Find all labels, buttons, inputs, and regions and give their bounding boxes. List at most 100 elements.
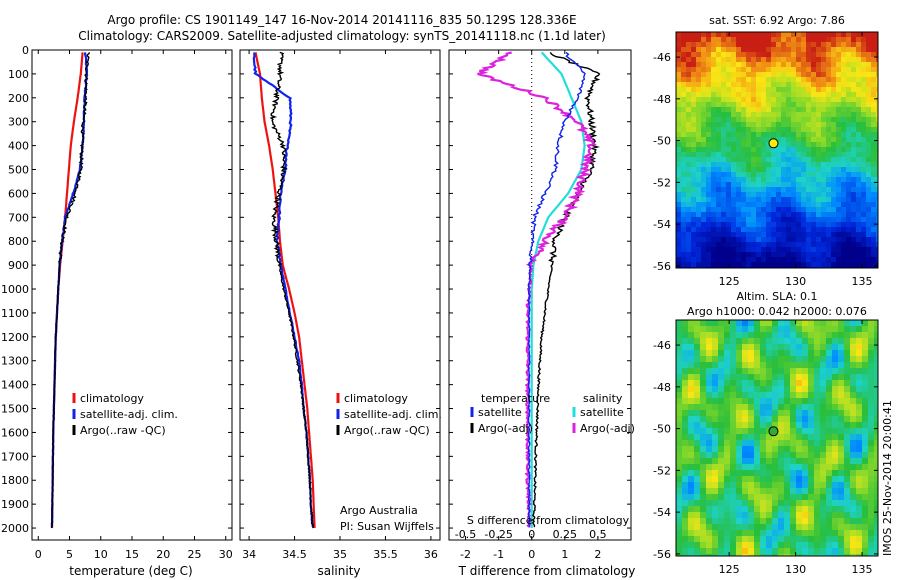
sla-map-cell: [850, 500, 857, 507]
sst-map-cell: [806, 57, 812, 63]
sla-map-cell: [772, 470, 779, 477]
sst-map-cell: [716, 257, 722, 263]
sst-map-cell: [766, 172, 772, 178]
sst-map-cell: [856, 67, 862, 73]
sst-map-cell: [726, 57, 732, 63]
sst-map-cell: [701, 147, 707, 153]
sla-map-cell: [838, 356, 845, 363]
sla-map-cell: [838, 530, 845, 537]
sla-map-cell: [688, 518, 695, 525]
sst-map-cell: [726, 92, 732, 98]
sst-map-cell: [686, 182, 692, 188]
sst-map-cell: [771, 222, 777, 228]
sla-map-cell: [814, 452, 821, 459]
sst-map-cell: [691, 217, 697, 223]
sla-map-cell: [850, 410, 857, 417]
difference-legend-label: satellite: [580, 406, 624, 419]
sst-map-cell: [696, 212, 702, 218]
sst-map-cell: [691, 142, 697, 148]
sst-map-cell: [711, 197, 717, 203]
sst-map-cell: [796, 92, 802, 98]
sla-map-cell: [802, 512, 809, 519]
sst-map-cell: [711, 72, 717, 78]
sst-map-cell: [836, 32, 842, 38]
sla-map-cell: [856, 410, 863, 417]
sst-map-cell: [841, 47, 847, 53]
sla-map-cell: [832, 494, 839, 501]
sla-map-cell: [718, 500, 725, 507]
sst-map-cell: [866, 147, 872, 153]
sla-map-cell: [736, 548, 743, 555]
sla-map-cell: [826, 356, 833, 363]
sla-map-cell: [682, 464, 689, 471]
sst-map-cell: [851, 252, 857, 258]
sla-map-frame: [675, 319, 879, 557]
sla-map-cell: [760, 500, 767, 507]
sst-map-cell: [806, 227, 812, 233]
sla-map-cell: [760, 380, 767, 387]
sst-map-cell: [771, 92, 777, 98]
sla-map-cell: [838, 512, 845, 519]
sst-map-cell: [826, 127, 832, 133]
sst-map-cell: [816, 92, 822, 98]
sst-map-cell: [771, 77, 777, 83]
sst-map-cell: [821, 142, 827, 148]
sla-map-cell: [736, 320, 743, 327]
sst-map-cell: [876, 237, 878, 243]
sla-map-cell: [826, 368, 833, 375]
pi-label: PI: Susan Wijffels: [340, 520, 434, 533]
sla-map-cell: [784, 554, 791, 556]
sst-map-cell: [756, 112, 762, 118]
sst-map-cell: [836, 132, 842, 138]
sla-map-cell: [844, 482, 851, 489]
sst-map-cell: [841, 247, 847, 253]
sst-map-cell: [831, 77, 837, 83]
sst-map-cell: [801, 97, 807, 103]
sla-map-cell: [808, 410, 815, 417]
sst-map-cell: [796, 207, 802, 213]
sla-map-cell: [724, 542, 731, 549]
sla-map-cell: [874, 356, 878, 363]
sst-map-cell: [691, 247, 697, 253]
sst-map-cell: [861, 252, 867, 258]
sst-map-cell: [696, 157, 702, 163]
sla-map-cell: [874, 368, 878, 375]
sst-map-cell: [866, 107, 872, 113]
sst-map-cell: [761, 72, 767, 78]
sla-map-cell: [712, 380, 719, 387]
sst-map-cell: [856, 232, 862, 238]
sst-map-cell: [791, 112, 797, 118]
sst-map-cell: [721, 222, 727, 228]
sla-map-cell: [718, 524, 725, 531]
sst-map-cell: [751, 87, 757, 93]
sla-map-cell: [700, 548, 707, 555]
sst-map-cell: [751, 132, 757, 138]
sst-map-cell: [726, 257, 732, 263]
sla-map-cell: [766, 452, 773, 459]
sla-map-cell: [790, 356, 797, 363]
sla-map-cell: [748, 344, 755, 351]
sst-map-cell: [746, 182, 752, 188]
sla-map-cell: [706, 536, 713, 543]
sst-map-cell: [711, 222, 717, 228]
sst-map-cell: [791, 52, 797, 58]
sla-map-cell: [700, 374, 707, 381]
sst-map-cell: [816, 207, 822, 213]
sst-map-cell: [876, 247, 878, 253]
sst-map-cell: [711, 67, 717, 73]
sla-map-cell: [808, 452, 815, 459]
temperature-panel: 0100200300400500600700800900100011001200…: [1, 44, 233, 561]
sst-map-cell: [691, 147, 697, 153]
sla-map-cell: [868, 464, 875, 471]
sst-map-cell: [826, 252, 832, 258]
sst-map-cell: [816, 97, 822, 103]
sst-map-cell: [761, 127, 767, 133]
sla-map-cell: [790, 494, 797, 501]
sst-map-cell: [791, 232, 797, 238]
sst-map-cell: [731, 152, 737, 158]
sst-map-cell: [871, 137, 877, 143]
sst-map-cell: [826, 137, 832, 143]
sla-map-cell: [844, 548, 851, 555]
sst-map-cell: [736, 157, 742, 163]
